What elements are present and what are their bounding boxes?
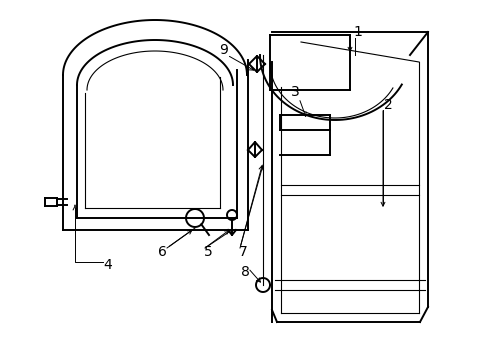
Text: 9: 9 xyxy=(219,43,228,57)
Text: 7: 7 xyxy=(238,245,247,259)
Text: 2: 2 xyxy=(383,98,391,112)
Text: 6: 6 xyxy=(157,245,166,259)
Text: 1: 1 xyxy=(353,25,362,39)
Text: 4: 4 xyxy=(103,258,112,272)
Text: 5: 5 xyxy=(203,245,212,259)
Text: 3: 3 xyxy=(290,85,299,99)
Text: 8: 8 xyxy=(240,265,249,279)
